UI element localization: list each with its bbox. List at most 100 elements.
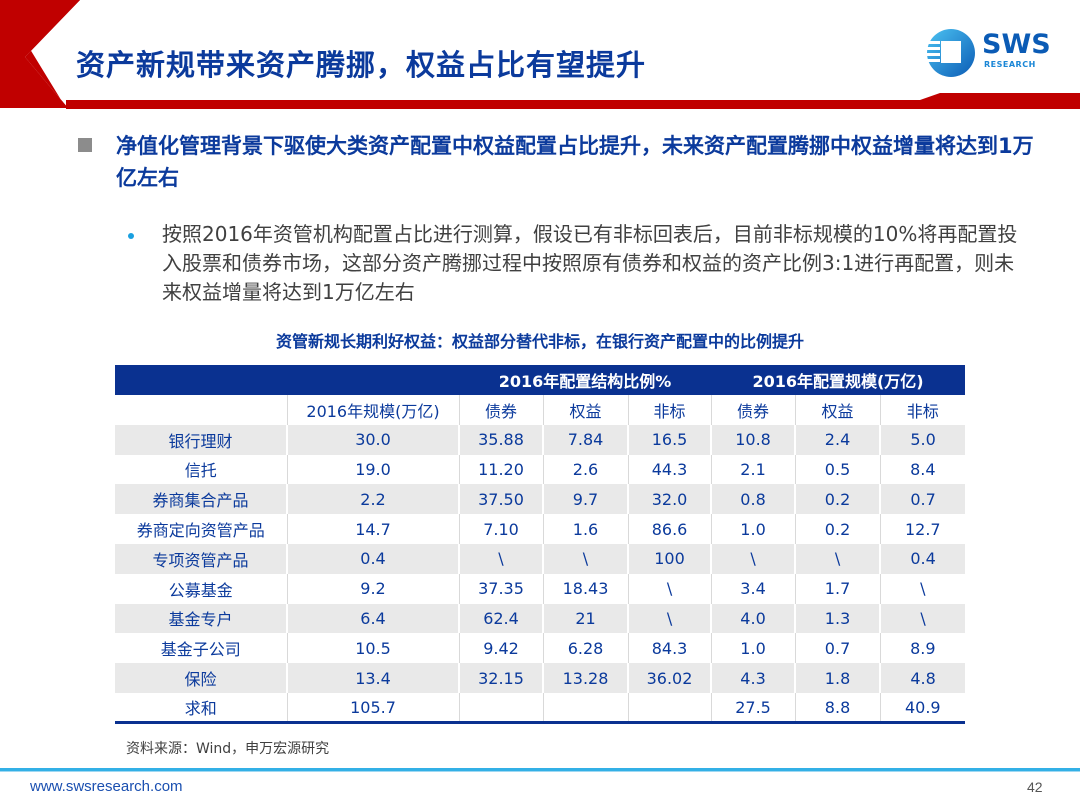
table-row: 券商定向资管产品 14.7 7.10 1.6 86.6 1.0 0.2 12.7: [115, 514, 966, 544]
table-group-header: 2016年配置结构比例% 2016年配置规模(万亿): [115, 365, 966, 395]
table-row-total: 求和 105.7 27.5 8.8 40.9: [115, 692, 966, 725]
section-heading: 净值化管理背景下驱使大类资产配置中权益配置占比提升，未来资产配置腾挪中权益增量将…: [116, 134, 1034, 190]
row-label: 专项资管产品: [115, 543, 287, 574]
table-row: 券商集合产品 2.2 37.50 9.7 32.0 0.8 0.2 0.7: [115, 484, 966, 515]
table-cell: 44.3: [627, 454, 712, 485]
footer-divider-light: [0, 771, 1080, 772]
table-cell: 11.20: [458, 454, 543, 485]
table-cell: 3.4: [710, 573, 796, 604]
table-cell: 30.0: [286, 424, 459, 455]
sws-logo: SWS RESEARCH: [924, 28, 1064, 78]
footer-url[interactable]: www.swsresearch.com: [30, 778, 183, 795]
table-cell: 9.2: [286, 573, 459, 604]
table-row: 基金子公司 10.5 9.42 6.28 84.3 1.0 0.7 8.9: [115, 633, 966, 664]
table-cell: [458, 692, 543, 725]
table-cell: \: [879, 603, 966, 634]
row-label: 保险: [115, 663, 287, 693]
table-cell: \: [458, 543, 543, 574]
column-header: 债券: [710, 395, 796, 425]
table-cell: \: [627, 573, 712, 604]
table-cell: \: [879, 573, 966, 604]
header-decoration: [0, 0, 1080, 109]
table-cell: 84.3: [627, 633, 712, 664]
row-label: 基金子公司: [115, 633, 287, 664]
table-cell: 36.02: [626, 663, 712, 693]
table-cell: 9.42: [458, 633, 543, 664]
table-row: 信托 19.0 11.20 2.6 44.3 2.1 0.5 8.4: [115, 454, 966, 485]
column-header: 非标: [879, 395, 966, 425]
table-cell: 40.9: [879, 692, 966, 725]
square-bullet-icon: [78, 138, 92, 152]
table-cell: 1.7: [794, 573, 881, 604]
table-cell: 1.8: [794, 663, 881, 693]
table-cell: \: [542, 543, 628, 574]
table-cell: 8.9: [879, 633, 966, 664]
table-cell: 18.43: [542, 573, 628, 604]
table-cell: 37.35: [458, 573, 543, 604]
table-cell: \: [710, 543, 796, 574]
table-cell: 19.0: [286, 454, 459, 485]
table-cell: 12.7: [879, 514, 966, 544]
table-row: 专项资管产品 0.4 \ \ 100 \ \ 0.4: [115, 543, 966, 574]
table-row: 基金专户 6.4 62.4 21 \ 4.0 1.3 \: [115, 603, 966, 634]
column-header: 权益: [542, 395, 628, 425]
footer-divider: [0, 768, 1080, 771]
logo-name: SWS: [982, 29, 1051, 60]
table-cell: 62.4: [458, 603, 543, 634]
table-cell: 8.4: [879, 454, 966, 485]
column-header: 2016年规模(万亿): [286, 395, 459, 425]
bullet-text: 按照2016年资管机构配置占比进行测算，假设已有非标回表后，目前非标规模的10%…: [162, 222, 1018, 304]
table-cell: 105.7: [286, 692, 459, 725]
table-cell: 1.6: [542, 514, 628, 544]
table-cell: 1.0: [710, 514, 796, 544]
table-cell: 7.84: [542, 424, 628, 455]
sws-logo-icon: [924, 29, 975, 77]
table-cell: 1.3: [794, 603, 881, 634]
table-cell: 6.4: [286, 603, 459, 634]
allocation-table: 2016年配置结构比例% 2016年配置规模(万亿) 2016年规模(万亿) 债…: [115, 365, 966, 725]
row-label: 券商定向资管产品: [115, 514, 287, 544]
table-cell: 4.3: [710, 663, 796, 693]
group-header-scale: 2016年配置规模(万亿): [711, 365, 966, 395]
table-cell: 21: [542, 603, 628, 634]
table-row: 公募基金 9.2 37.35 18.43 \ 3.4 1.7 \: [115, 573, 966, 604]
column-header: 非标: [627, 395, 712, 425]
table-cell: 0.4: [879, 543, 966, 574]
table-cell: 100: [626, 543, 712, 574]
table-cell: 4.8: [879, 663, 966, 693]
row-label: 信托: [115, 454, 287, 485]
table-cell: 10.5: [286, 633, 459, 664]
table-cell: 2.2: [286, 484, 459, 515]
row-label: 银行理财: [115, 424, 287, 455]
table-cell: 0.5: [794, 454, 881, 485]
table-cell: 2.4: [794, 424, 881, 455]
table-row: 保险 13.4 32.15 13.28 36.02 4.3 1.8 4.8: [115, 663, 966, 693]
table-cell: 9.7: [542, 484, 628, 515]
table-cell: 0.2: [794, 484, 881, 515]
table-cell: 0.2: [794, 514, 881, 544]
table-cell: 10.8: [710, 424, 796, 455]
column-header: [115, 395, 287, 425]
group-header-empty: [115, 365, 459, 395]
table-cell: 27.5: [710, 692, 796, 725]
column-header: 债券: [458, 395, 543, 425]
row-label: 基金专户: [115, 603, 287, 634]
table-cell: 32.15: [458, 663, 543, 693]
table-cell: [542, 692, 628, 725]
table-cell: [627, 692, 712, 725]
table-cell: 8.8: [794, 692, 881, 725]
table-cell: 0.7: [794, 633, 881, 664]
table-cell: 7.10: [458, 514, 543, 544]
table-cell: 13.28: [542, 663, 628, 693]
table-cell: 5.0: [879, 424, 966, 455]
page-number: 42: [1027, 779, 1043, 795]
table-cell: 0.4: [286, 543, 459, 574]
row-label: 券商集合产品: [115, 484, 287, 515]
table-cell: 37.50: [458, 484, 543, 515]
table-cell: 4.0: [710, 603, 796, 634]
logo-sub: RESEARCH: [984, 60, 1036, 69]
table-cell: 13.4: [286, 663, 459, 693]
row-label: 公募基金: [115, 573, 287, 604]
table-cell: 16.5: [626, 424, 712, 455]
column-header: 权益: [794, 395, 881, 425]
